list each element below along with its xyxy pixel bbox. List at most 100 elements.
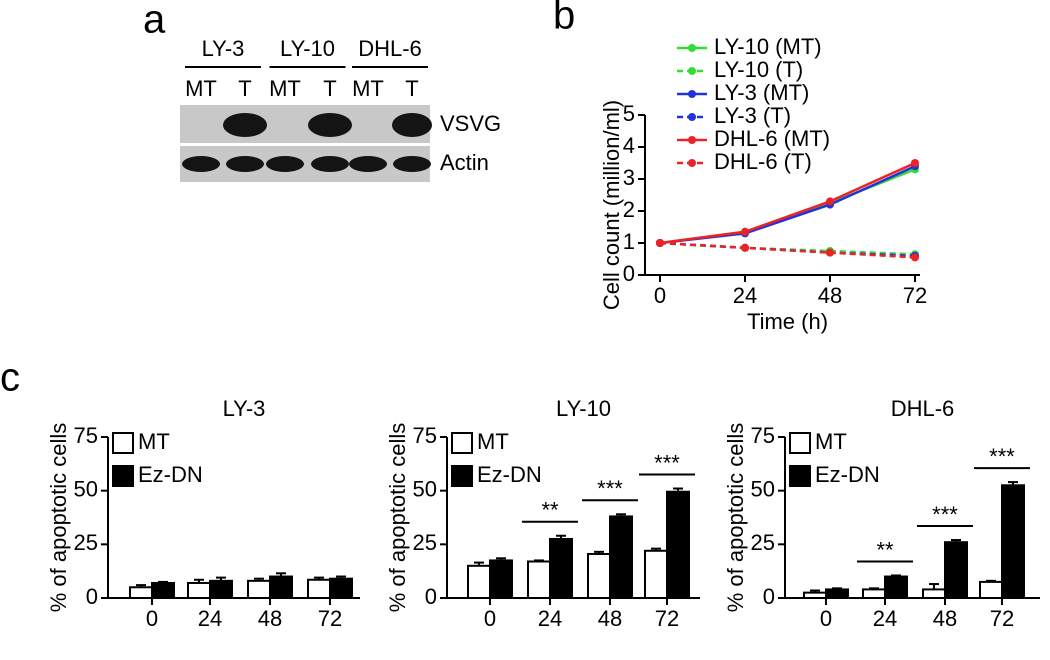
bar [862, 588, 886, 599]
legend-swatch [451, 465, 473, 487]
bar [825, 588, 849, 599]
bar [549, 537, 573, 600]
blot-lane: MT [269, 76, 301, 101]
bar [247, 579, 271, 599]
point [826, 248, 834, 257]
x-tick-label: 48 [258, 606, 282, 631]
x-tick-label: 72 [903, 283, 927, 308]
x-tick-label: 72 [990, 606, 1014, 631]
point [656, 239, 664, 247]
y-axis-label: % of apoptotic cells [723, 423, 748, 613]
chart-title: LY-10 [556, 396, 611, 421]
legend-marker [688, 44, 696, 52]
blot-group: LY-10 [280, 36, 335, 61]
x-tick-label: 0 [654, 283, 666, 308]
y-axis-label: Cell count (million/ml) [599, 100, 624, 310]
legend-marker [688, 159, 696, 167]
legend-swatch [789, 465, 811, 487]
legend-label: DHL-6 (MT) [714, 126, 830, 151]
y-tick-label: 0 [86, 584, 98, 609]
legend-swatch [789, 432, 811, 454]
y-tick-label: 25 [413, 530, 437, 555]
y-axis-label: % of apoptotic cells [46, 423, 71, 613]
bar [944, 541, 968, 599]
significance: ** [541, 498, 559, 523]
legend-label: DHL-6 (T) [714, 149, 812, 174]
blot-lane: T [238, 76, 251, 101]
x-tick-label: 0 [820, 606, 832, 631]
y-tick-label: 4 [623, 133, 635, 158]
bar [489, 559, 513, 600]
bar [187, 581, 211, 599]
legend-marker [688, 136, 696, 144]
significance: *** [932, 502, 958, 527]
y-tick-label: 0 [623, 261, 635, 286]
blot-row: Actin [440, 150, 489, 175]
bar [329, 577, 353, 599]
series-line [659, 241, 916, 259]
chart-title: DHL-6 [891, 396, 955, 421]
blot-strip [180, 105, 430, 143]
band [311, 156, 349, 172]
legend-label: LY-3 (MT) [714, 80, 809, 105]
band [392, 113, 432, 137]
y-axis-label: % of apoptotic cells [385, 423, 410, 613]
bar [922, 588, 946, 599]
y-tick-label: 75 [413, 423, 437, 448]
significance: ** [876, 537, 894, 562]
y-tick-label: 50 [751, 476, 775, 501]
blot-row: VSVG [440, 111, 501, 136]
blot [180, 105, 432, 182]
y-tick-label: 2 [623, 197, 635, 222]
bar [666, 490, 690, 599]
blot-lane: T [323, 76, 336, 101]
legend-label: MT [815, 429, 847, 454]
bar [803, 591, 827, 600]
bar [1001, 484, 1025, 599]
bar [587, 552, 611, 600]
legend-label: MT [138, 429, 170, 454]
significance: *** [654, 450, 680, 475]
y-tick-label: 3 [623, 165, 635, 190]
x-tick-label: 72 [655, 606, 679, 631]
legend-marker [688, 90, 696, 98]
x-axis-label: Time (h) [747, 309, 828, 334]
x-tick-label: 24 [538, 606, 562, 631]
band [308, 113, 352, 137]
legend-label: Ez-DN [138, 462, 203, 487]
x-tick-label: 48 [598, 606, 622, 631]
y-tick-label: 75 [751, 423, 775, 448]
bar [129, 586, 153, 599]
x-tick-label: 24 [873, 606, 897, 631]
legend-label: LY-10 (T) [714, 57, 803, 82]
point [741, 243, 749, 252]
x-tick-label: 0 [484, 606, 496, 631]
blot-group: LY-3 [202, 36, 245, 61]
significance: *** [597, 476, 623, 501]
y-tick-label: 25 [74, 530, 98, 555]
significance: *** [989, 444, 1015, 469]
legend-label: Ez-DN [477, 462, 542, 487]
series-line [659, 241, 916, 258]
bar [151, 581, 175, 599]
bar [979, 580, 1003, 600]
blot-lane: MT [185, 76, 217, 101]
band [349, 156, 387, 172]
bar [644, 549, 668, 599]
legend-swatch [451, 432, 473, 454]
point [826, 197, 834, 206]
chart-title: LY-3 [223, 396, 266, 421]
bar [209, 579, 233, 599]
blot-group: DHL-6 [358, 36, 422, 61]
band [226, 156, 264, 172]
band [266, 156, 304, 172]
y-tick-label: 25 [751, 530, 775, 555]
legend-swatch [112, 465, 134, 487]
point [911, 159, 919, 167]
y-tick-label: 0 [763, 584, 775, 609]
panel-label: a [143, 0, 166, 42]
legend-marker [688, 67, 696, 75]
band [223, 113, 267, 137]
bar [467, 564, 491, 599]
bar [307, 578, 331, 600]
